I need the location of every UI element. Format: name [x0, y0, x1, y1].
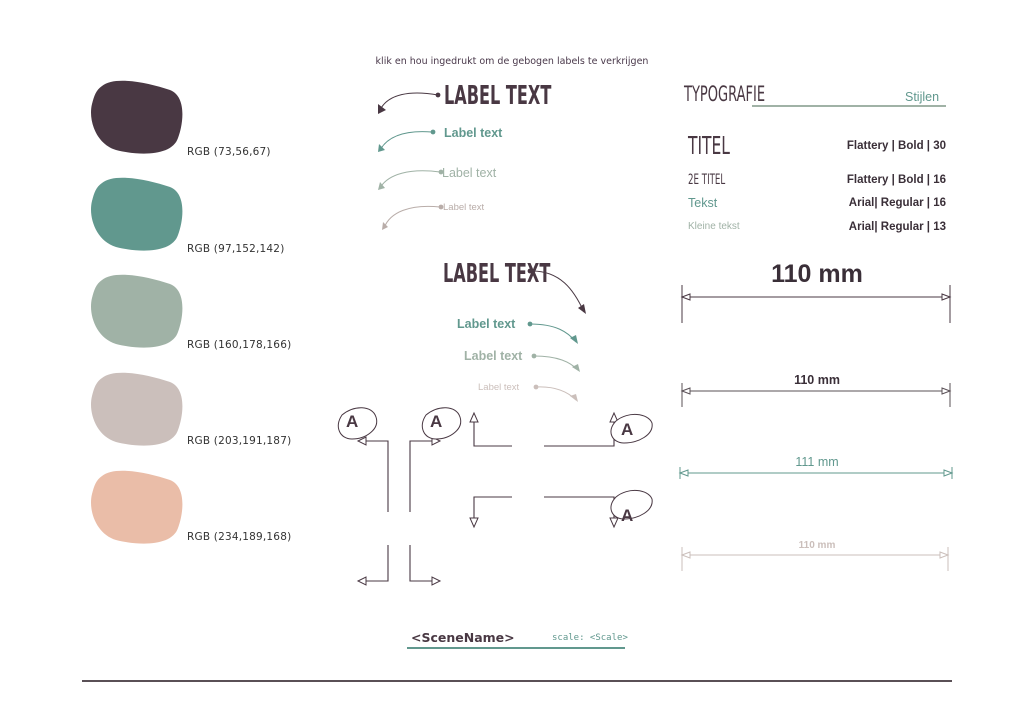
- label-text-sage-right[interactable]: Label text: [464, 349, 523, 363]
- swatch-taupe-label: RGB (203,191,187): [187, 435, 292, 447]
- dimension-label-small: 110 mm: [798, 540, 836, 551]
- swatch-peach-label: RGB (234,189,168): [187, 531, 292, 543]
- swatch-teal[interactable]: [88, 175, 186, 255]
- style-name: TITEL: [688, 131, 730, 160]
- instruction-hint: klik en hou ingedrukt om de gebogen labe…: [375, 56, 649, 67]
- marker-a-icon: A: [430, 412, 443, 431]
- label-title-dark-right[interactable]: LABEL TEXT: [443, 259, 551, 289]
- style-name: 2E TITEL: [688, 172, 726, 188]
- dimension-label-teal: 111 mm: [795, 455, 839, 469]
- label-text-teal[interactable]: Label text: [444, 126, 503, 140]
- marker-a-icon: A: [621, 506, 634, 525]
- scene-underline: [407, 647, 625, 649]
- style-spec: Flattery | Bold | 16: [846, 174, 946, 186]
- style-name: Tekst: [688, 196, 718, 210]
- curved-label-arrows: [378, 92, 586, 402]
- dimension-label-medium: 110 mm: [794, 373, 840, 387]
- marker-a-blob: [337, 407, 378, 440]
- style-spec: Arial| Regular | 13: [848, 221, 946, 233]
- swatch-sage[interactable]: [88, 272, 186, 352]
- swatch-dark[interactable]: [88, 78, 186, 158]
- style-spec: Flattery | Bold | 30: [846, 140, 946, 152]
- typography-row-subtitle: 2E TITEL Flattery | Bold | 16: [688, 172, 946, 192]
- style-spec: Arial| Regular | 16: [848, 197, 946, 209]
- label-text-teal-right[interactable]: Label text: [457, 317, 516, 331]
- label-text-small[interactable]: Label text: [443, 202, 485, 213]
- typography-row-text: Tekst Arial| Regular | 16: [688, 196, 946, 216]
- label-text-small-right[interactable]: Label text: [478, 382, 520, 393]
- swatch-peach[interactable]: [88, 468, 186, 548]
- dimension-label-large: 110 mm: [771, 260, 863, 288]
- typography-divider: [752, 105, 946, 107]
- direction-arrows: [337, 407, 653, 586]
- swatch-teal-label: RGB (97,152,142): [187, 243, 285, 255]
- typography-heading: TYPOGRAFIE: [684, 82, 766, 106]
- typography-row-title: TITEL Flattery | Bold | 30: [688, 131, 946, 160]
- swatch-dark-label: RGB (73,56,67): [187, 146, 271, 158]
- typography-row-small: Kleine tekst Arial| Regular | 13: [688, 220, 946, 240]
- swatch-sage-label: RGB (160,178,166): [187, 339, 292, 351]
- label-title-dark[interactable]: LABEL TEXT: [444, 81, 552, 111]
- page-footer-rule: [82, 680, 952, 682]
- style-name: Kleine tekst: [688, 221, 740, 232]
- label-text-sage[interactable]: Label text: [442, 166, 497, 180]
- dimension-lines: [678, 285, 954, 571]
- scale-label[interactable]: scale: <Scale>: [552, 633, 628, 643]
- marker-a-icon: A: [621, 420, 634, 439]
- swatch-taupe[interactable]: [88, 370, 186, 450]
- marker-a-icon: A: [346, 412, 359, 431]
- styles-link[interactable]: Stijlen: [905, 90, 940, 104]
- scene-name[interactable]: <SceneName>: [411, 630, 515, 645]
